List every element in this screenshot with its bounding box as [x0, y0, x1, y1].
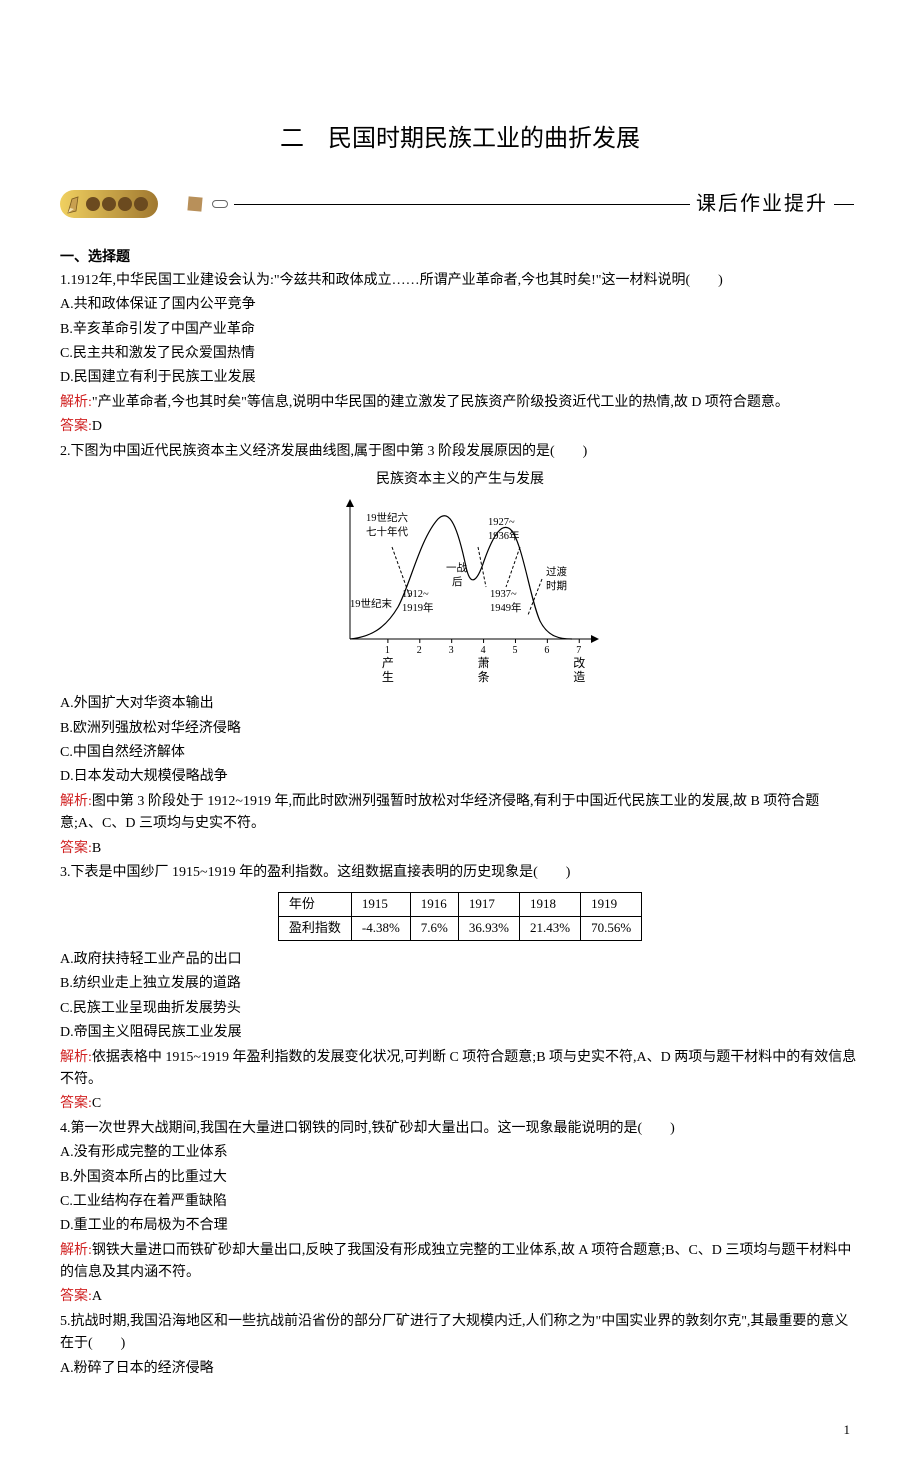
link-icon [212, 200, 228, 208]
q1-opt-d: D.民国建立有利于民族工业发展 [60, 367, 860, 389]
q1-analysis: 解析:"产业革命者,今也其时矣"等信息,说明中华民国的建立激发了民族资产阶级投资… [60, 392, 860, 414]
section-heading: 一、选择题 [60, 245, 860, 267]
svg-text:4: 4 [481, 645, 486, 656]
table-cell: 7.6% [410, 917, 458, 941]
q1-opt-c: C.民主共和激发了民众爱国热情 [60, 343, 860, 365]
table-row: 盈利指数 -4.38% 7.6% 36.93% 21.43% 70.56% [278, 917, 641, 941]
data-table: 年份 1915 1916 1917 1918 1919 盈利指数 -4.38% … [278, 892, 642, 941]
svg-text:2: 2 [417, 645, 422, 656]
svg-text:6: 6 [544, 645, 549, 656]
q1-answer: 答案:D [60, 416, 860, 438]
square-icon [187, 197, 202, 212]
svg-text:19世纪六: 19世纪六 [366, 512, 408, 524]
svg-text:7: 7 [576, 645, 581, 656]
q2-answer: 答案:B [60, 838, 860, 860]
svg-text:一战: 一战 [446, 562, 467, 574]
q4-analysis: 解析:钢铁大量进口而铁矿砂却大量出口,反映了我国没有形成独立完整的工业体系,故 … [60, 1240, 860, 1285]
svg-text:1912~: 1912~ [402, 589, 429, 600]
divider-line [234, 204, 690, 205]
q5-opt-a: A.粉碎了日本的经济侵略 [60, 1358, 860, 1380]
svg-text:条: 条 [478, 670, 490, 684]
chart-title: 民族资本主义的产生与发展 [60, 467, 860, 489]
q4-stem: 4.第一次世界大战期间,我国在大量进口钢铁的同时,铁矿砂却大量出口。这一现象最能… [60, 1118, 860, 1140]
q4-opt-c: C.工业结构存在着严重缺陷 [60, 1191, 860, 1213]
svg-text:1949年: 1949年 [490, 601, 522, 614]
q2-opt-b: B.欧洲列强放松对华经济侵略 [60, 718, 860, 740]
svg-text:1: 1 [385, 645, 390, 656]
table-cell: 1919 [581, 893, 642, 917]
svg-text:1927~: 1927~ [488, 517, 515, 528]
svg-text:萧: 萧 [478, 656, 490, 670]
q2-analysis: 解析:图中第 3 阶段处于 1912~1919 年,而此时欧洲列强暂时放松对华经… [60, 791, 860, 836]
q3-answer: 答案:C [60, 1093, 860, 1115]
table-cell: 1918 [519, 893, 580, 917]
dot-icon [134, 197, 148, 211]
svg-text:后: 后 [452, 576, 463, 588]
svg-text:产: 产 [382, 656, 394, 670]
q4-opt-d: D.重工业的布局极为不合理 [60, 1215, 860, 1237]
page-number: 1 [60, 1420, 860, 1441]
svg-text:改: 改 [573, 656, 585, 670]
q2-opt-c: C.中国自然经济解体 [60, 742, 860, 764]
q1-opt-b: B.辛亥革命引发了中国产业革命 [60, 319, 860, 341]
svg-text:5: 5 [512, 645, 517, 656]
q1-stem: 1.1912年,中华民国工业建设会认为:"今兹共和政体成立……所谓产业革命者,今… [60, 270, 860, 292]
svg-text:生: 生 [382, 670, 394, 684]
q4-answer: 答案:A [60, 1286, 860, 1308]
q3-opt-c: C.民族工业呈现曲折发展势头 [60, 998, 860, 1020]
table-cell: -4.38% [351, 917, 410, 941]
q3-opt-a: A.政府扶持轻工业产品的出口 [60, 949, 860, 971]
q1-opt-a: A.共和政体保证了国内公平竞争 [60, 294, 860, 316]
svg-text:七十年代: 七十年代 [366, 525, 408, 538]
q2-opt-d: D.日本发动大规模侵略战争 [60, 766, 860, 788]
table-cell: 1915 [351, 893, 410, 917]
svg-text:1936年: 1936年 [488, 529, 520, 542]
q2-opt-a: A.外国扩大对华资本输出 [60, 693, 860, 715]
svg-text:19世纪末: 19世纪末 [350, 597, 392, 610]
q3-opt-d: D.帝国主义阻碍民族工业发展 [60, 1022, 860, 1044]
curve-chart: 1 2 3 4 5 6 7 产生 萧条 改造 19世纪六七十年代 19世纪末 1912~1919年 一战后… [310, 489, 610, 689]
banner-badge [60, 190, 158, 218]
chart-container: 1 2 3 4 5 6 7 产生 萧条 改造 19世纪六七十年代 19世纪末 1912~1919年 一战后… [60, 489, 860, 689]
table-cell: 盈利指数 [278, 917, 351, 941]
svg-text:1919年: 1919年 [402, 601, 434, 614]
svg-text:造: 造 [573, 670, 585, 684]
svg-text:时期: 时期 [546, 580, 567, 592]
q2-stem: 2.下图为中国近代民族资本主义经济发展曲线图,属于图中第 3 阶段发展原因的是(… [60, 441, 860, 463]
banner-label: 课后作业提升 [696, 188, 828, 220]
page-title: 二 民国时期民族工业的曲折发展 [60, 120, 860, 158]
q3-analysis: 解析:依据表格中 1915~1919 年盈利指数的发展变化状况,可判断 C 项符… [60, 1047, 860, 1092]
dot-icon [102, 197, 116, 211]
table-cell: 1917 [458, 893, 519, 917]
table-cell: 年份 [278, 893, 351, 917]
banner: 课后作业提升 [60, 188, 860, 220]
dot-icon [86, 197, 100, 211]
table-cell: 21.43% [519, 917, 580, 941]
dot-icon [118, 197, 132, 211]
q4-opt-a: A.没有形成完整的工业体系 [60, 1142, 860, 1164]
q3-opt-b: B.纺织业走上独立发展的道路 [60, 973, 860, 995]
table-cell: 36.93% [458, 917, 519, 941]
q5-stem: 5.抗战时期,我国沿海地区和一些抗战前沿省份的部分厂矿进行了大规模内迁,人们称之… [60, 1311, 860, 1356]
table-row: 年份 1915 1916 1917 1918 1919 [278, 893, 641, 917]
table-cell: 1916 [410, 893, 458, 917]
svg-text:3: 3 [449, 645, 454, 656]
q3-stem: 3.下表是中国纱厂 1915~1919 年的盈利指数。这组数据直接表明的历史现象… [60, 862, 860, 884]
svg-text:1937~: 1937~ [490, 589, 517, 600]
table-cell: 70.56% [581, 917, 642, 941]
svg-text:过渡: 过渡 [546, 565, 567, 578]
divider-line [834, 204, 854, 205]
pencil-icon [64, 193, 82, 215]
q4-opt-b: B.外国资本所占的比重过大 [60, 1167, 860, 1189]
